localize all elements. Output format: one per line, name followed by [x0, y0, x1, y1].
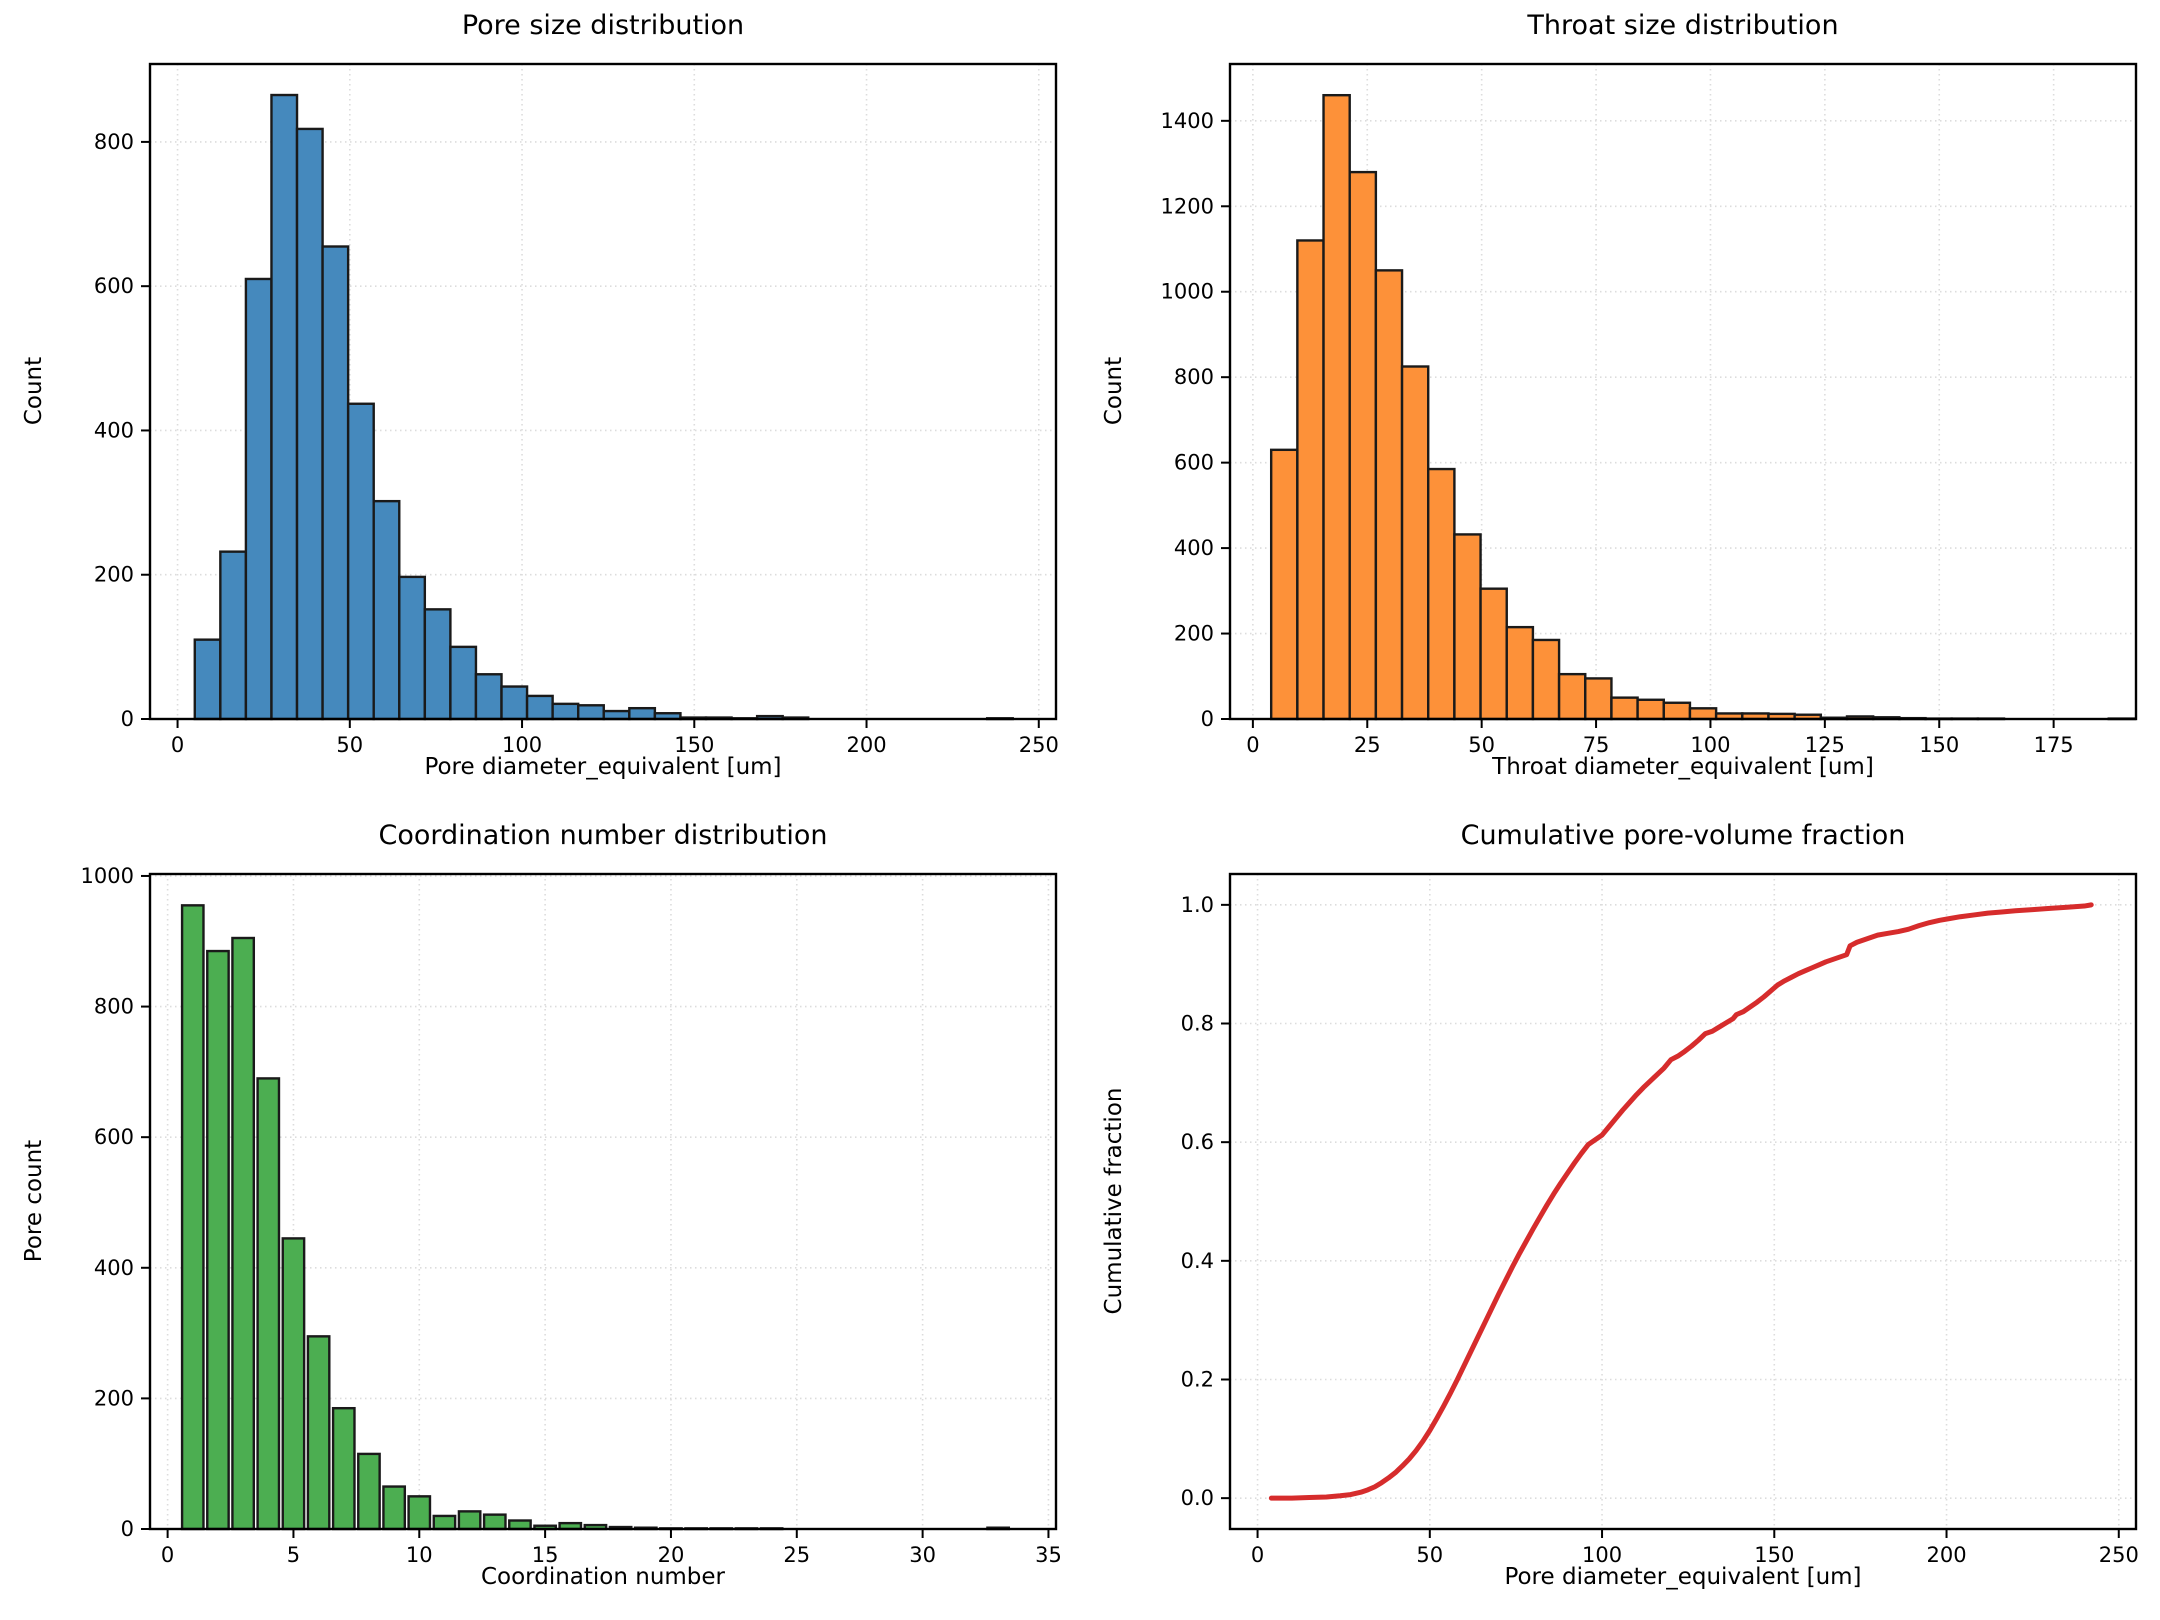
svg-text:0.2: 0.2 — [1181, 1367, 1214, 1391]
cumulative-pore-volume-chart: Cumulative pore-volume fraction Cumulati… — [1080, 810, 2160, 1620]
svg-text:0: 0 — [121, 1517, 134, 1541]
plot-area: 0 5 10 15 20 25 30 35 0 200 400 600 800 1000 — [81, 864, 1062, 1567]
svg-text:0: 0 — [171, 733, 184, 757]
chart-title: Cumulative pore-volume fraction — [1460, 820, 1906, 851]
svg-text:0.6: 0.6 — [1181, 1130, 1214, 1154]
svg-text:30: 30 — [909, 1543, 936, 1567]
svg-text:200: 200 — [1926, 1543, 1966, 1567]
svg-text:1400: 1400 — [1161, 109, 1214, 133]
svg-text:150: 150 — [674, 733, 714, 757]
svg-text:600: 600 — [94, 1125, 134, 1149]
svg-text:250: 250 — [1019, 733, 1059, 757]
svg-text:125: 125 — [1805, 733, 1845, 757]
svg-text:5: 5 — [287, 1543, 300, 1567]
svg-text:1000: 1000 — [81, 864, 134, 888]
svg-text:0: 0 — [1251, 1543, 1264, 1567]
pore-size-distribution-chart: Pore size distribution Count Pore diamet… — [0, 0, 1080, 810]
svg-text:1200: 1200 — [1161, 194, 1214, 218]
x-axis-label: Pore diameter_equivalent [um] — [424, 754, 782, 780]
svg-text:250: 250 — [2099, 1543, 2139, 1567]
chart-title: Throat size distribution — [1527, 10, 1839, 41]
svg-text:200: 200 — [846, 733, 886, 757]
svg-text:200: 200 — [94, 1386, 134, 1410]
svg-text:100: 100 — [1582, 1543, 1622, 1567]
svg-text:15: 15 — [532, 1543, 559, 1567]
svg-text:600: 600 — [1174, 451, 1214, 475]
svg-text:175: 175 — [2034, 733, 2074, 757]
svg-text:0.8: 0.8 — [1181, 1012, 1214, 1036]
plot-area: 0 50 100 150 200 250 0.0 0.2 0.4 0.6 0.8 1.0 — [1181, 872, 2139, 1567]
chart-title: Coordination number distribution — [378, 820, 828, 851]
svg-text:0: 0 — [1201, 707, 1214, 731]
svg-text:20: 20 — [658, 1543, 685, 1567]
svg-text:400: 400 — [94, 418, 134, 442]
svg-text:0: 0 — [121, 707, 134, 731]
svg-text:800: 800 — [94, 130, 134, 154]
svg-text:200: 200 — [1174, 622, 1214, 646]
svg-text:400: 400 — [94, 1256, 134, 1280]
throat-size-distribution-chart: Throat size distribution Count Throat di… — [1080, 0, 2160, 810]
svg-text:50: 50 — [1416, 1543, 1443, 1567]
chart-title: Pore size distribution — [461, 10, 745, 41]
svg-text:200: 200 — [94, 563, 134, 587]
svg-text:0.4: 0.4 — [1181, 1249, 1214, 1273]
svg-text:50: 50 — [336, 733, 363, 757]
svg-text:1.0: 1.0 — [1181, 893, 1214, 917]
plot-area: 0 25 50 75 100 125 150 175 0 200 400 600 800 1000 1200… — [1161, 62, 2138, 757]
svg-text:400: 400 — [1174, 536, 1214, 560]
svg-text:150: 150 — [1919, 733, 1959, 757]
coordination-number-chart: Coordination number distribution Pore co… — [0, 810, 1080, 1620]
svg-text:50: 50 — [1468, 733, 1495, 757]
svg-text:800: 800 — [94, 995, 134, 1019]
svg-text:100: 100 — [1690, 733, 1730, 757]
x-axis-label: Pore diameter_equivalent [um] — [1504, 1564, 1862, 1590]
svg-text:75: 75 — [1583, 733, 1610, 757]
svg-text:1000: 1000 — [1161, 280, 1214, 304]
svg-text:0: 0 — [1246, 733, 1259, 757]
svg-text:25: 25 — [783, 1543, 810, 1567]
svg-text:100: 100 — [502, 733, 542, 757]
svg-text:0.0: 0.0 — [1181, 1486, 1214, 1510]
svg-text:10: 10 — [406, 1543, 433, 1567]
svg-text:150: 150 — [1754, 1543, 1794, 1567]
svg-text:0: 0 — [161, 1543, 174, 1567]
svg-text:800: 800 — [1174, 365, 1214, 389]
svg-text:35: 35 — [1035, 1543, 1062, 1567]
svg-text:25: 25 — [1354, 733, 1381, 757]
x-axis-label: Coordination number — [480, 1564, 726, 1590]
svg-text:600: 600 — [94, 274, 134, 298]
x-axis-label: Throat diameter_equivalent [um] — [1492, 754, 1874, 780]
plot-area: 0 50 100 150 200 250 0 200 400 600 800 — [94, 62, 1059, 757]
